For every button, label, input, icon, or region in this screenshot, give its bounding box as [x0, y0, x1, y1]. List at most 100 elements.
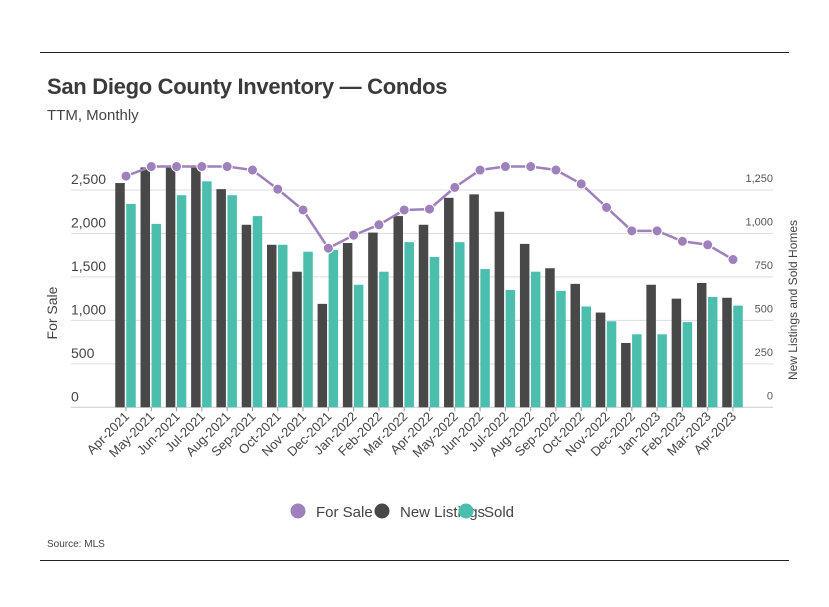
- line-point: [373, 219, 385, 231]
- y2-tick-label: 0: [767, 390, 773, 402]
- bar-new-listings: [267, 244, 277, 408]
- bar-sold: [556, 290, 566, 408]
- line-point: [449, 181, 461, 193]
- y2-tick-label: 250: [755, 347, 773, 359]
- left-axis-ticks: 0 500 1,000 1,500 2,000 2,500: [71, 171, 106, 404]
- y-tick-label: 2,500: [71, 171, 106, 187]
- bar-sold: [530, 271, 541, 408]
- bar-sold: [202, 181, 212, 408]
- line-point: [702, 239, 714, 251]
- bar-new-listings: [671, 298, 682, 408]
- bar-new-listings: [140, 167, 151, 408]
- line-point: [601, 201, 613, 213]
- line-point: [297, 204, 309, 216]
- bar-new-listings: [696, 283, 707, 408]
- bar-new-listings: [241, 224, 252, 408]
- line-point: [145, 161, 157, 173]
- bar-sold: [429, 256, 440, 408]
- line-point: [120, 170, 132, 182]
- bar-new-listings: [570, 283, 580, 408]
- line-point: [676, 235, 688, 247]
- bar-sold: [126, 203, 136, 408]
- line-point: [221, 161, 233, 173]
- bar-new-listings: [368, 232, 378, 408]
- bar-sold: [328, 249, 339, 408]
- line-point: [348, 229, 360, 241]
- bar-new-listings: [317, 303, 328, 408]
- source-note: Source: MLS: [47, 539, 105, 550]
- legend-label: For Sale: [316, 504, 373, 521]
- bar-new-listings: [595, 312, 606, 408]
- bar-sold: [404, 242, 414, 408]
- line-point: [550, 164, 562, 176]
- bar-sold: [505, 289, 516, 408]
- bar-sold: [455, 242, 465, 408]
- bar-new-listings: [418, 224, 429, 408]
- line-point: [474, 164, 486, 176]
- y-tick-label: 0: [71, 388, 79, 404]
- line-point: [651, 225, 663, 237]
- bar-sold: [353, 284, 364, 408]
- bar-sold: [657, 334, 667, 408]
- line-point: [398, 204, 410, 216]
- bottom-rule: [40, 560, 789, 561]
- bar-new-listings: [621, 342, 631, 408]
- bar-sold: [581, 306, 591, 408]
- bar-sold: [682, 322, 693, 408]
- y2-tick-label: 750: [755, 260, 773, 272]
- y-axis-label: For Sale: [44, 286, 60, 339]
- y2-tick-label: 1,000: [745, 216, 773, 228]
- bar-sold: [707, 296, 718, 408]
- bar-sold: [379, 271, 389, 408]
- chart-title: San Diego County Inventory — Condos: [47, 74, 448, 99]
- bar-sold: [606, 321, 617, 408]
- line-point: [171, 161, 183, 173]
- right-axis-ticks: 0 250 500 750 1,000 1,250: [745, 173, 773, 402]
- bar-new-listings: [342, 243, 353, 408]
- line-point: [424, 203, 435, 215]
- legend-marker: [290, 503, 306, 519]
- line-point: [499, 161, 511, 173]
- line-point: [525, 161, 537, 173]
- bar-new-listings: [444, 197, 454, 408]
- y2-tick-label: 1,250: [745, 173, 773, 185]
- bar-new-listings: [519, 243, 530, 408]
- bar-new-listings: [494, 211, 505, 408]
- bar-new-listings: [469, 194, 479, 408]
- bar-sold: [252, 216, 263, 408]
- chart-subtitle: TTM, Monthly: [47, 107, 139, 124]
- bar-new-listings: [191, 167, 201, 408]
- legend-label: Sold: [484, 504, 514, 521]
- bar-new-listings: [545, 268, 555, 408]
- for-sale-line: [120, 161, 739, 266]
- line-point: [626, 225, 638, 237]
- line-point: [272, 183, 284, 195]
- y-tick-label: 500: [71, 345, 95, 361]
- line-point: [575, 178, 587, 190]
- bar-sold: [303, 251, 313, 408]
- bar-sold: [278, 244, 288, 408]
- bar-sold: [227, 195, 237, 408]
- bar-new-listings: [646, 284, 656, 408]
- bar-new-listings: [292, 271, 302, 408]
- bar-sold: [632, 334, 642, 408]
- bar-sold: [480, 269, 490, 408]
- bar-new-listings: [393, 216, 403, 408]
- line-point: [246, 164, 258, 176]
- bar-new-listings: [165, 165, 176, 408]
- bar-sold: [733, 305, 743, 408]
- bar-new-listings: [722, 297, 732, 408]
- y2-tick-label: 500: [755, 303, 773, 315]
- bar-new-listings: [216, 189, 226, 408]
- legend-marker: [458, 503, 474, 519]
- legend-marker: [374, 503, 390, 519]
- bars: [115, 165, 743, 408]
- line-point: [322, 242, 334, 254]
- line-point: [727, 254, 739, 266]
- x-axis-ticks: Apr-2021May-2021Jun-2021Jul-2021Aug-2021…: [84, 407, 739, 460]
- bar-new-listings: [115, 183, 125, 408]
- bar-sold: [151, 223, 162, 408]
- y-tick-label: 2,000: [71, 214, 106, 230]
